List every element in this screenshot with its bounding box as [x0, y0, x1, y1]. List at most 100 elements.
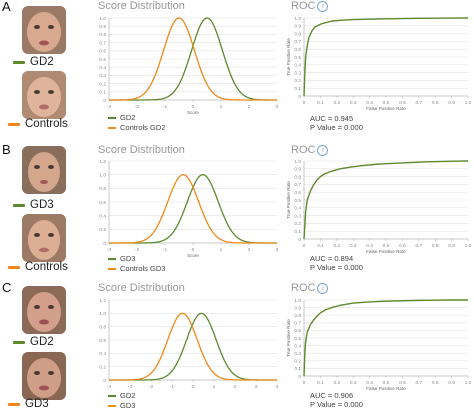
y-tick-label: 0.2: [99, 81, 106, 87]
face-image: [22, 146, 66, 194]
legend-item: GD2: [108, 391, 135, 400]
y-tick-label: 0.1: [294, 366, 301, 372]
y-tick-label: 0.1: [99, 90, 106, 96]
y-tick-label: 0.8: [294, 31, 301, 37]
x-tick-label: 3: [276, 104, 279, 110]
y-tick-label: 1.0: [99, 172, 106, 178]
y-tick-label: 0: [103, 241, 106, 247]
y-tick-label: 0.1: [294, 86, 301, 92]
dist-chart: 0 0.2 0.4 0.6 0.8 1.0 1.2 -4 -3 -2 -1 0 1 2 3 4: [99, 298, 278, 390]
x-tick-label: 0.9: [448, 243, 455, 249]
y-tick-label: 0.2: [294, 78, 301, 84]
face-image: [22, 352, 66, 400]
y-tick-label: 0.4: [99, 213, 106, 219]
legend-item: GD3: [108, 254, 135, 263]
y-tick-label: 1.0: [294, 159, 301, 165]
y-tick-label: 0.6: [99, 49, 106, 55]
x-tick-label: 0.6: [399, 380, 406, 386]
pvalue-text: P Value = 0.000: [310, 123, 363, 132]
y-axis-label: True Positive Rate: [286, 38, 291, 76]
x-tick-label: 0.8: [432, 100, 439, 106]
y-tick-label: 0.2: [99, 227, 106, 233]
x-tick-label: 3: [276, 247, 279, 253]
y-tick-label: 1.0: [294, 298, 301, 304]
y-tick-label: 0.8: [294, 174, 301, 180]
roc-title: ROC i: [291, 144, 329, 156]
group2-label: Controls: [25, 118, 68, 130]
y-tick-label: 0.2: [99, 364, 106, 370]
roc-curve: [303, 17, 469, 97]
y-tick-label: 1.2: [99, 159, 106, 165]
x-tick-label: 0.7: [415, 243, 422, 249]
x-tick-label: 0.8: [432, 380, 439, 386]
group1-legend: GD2: [13, 335, 54, 349]
x-tick-label: 0.2: [333, 100, 340, 106]
info-icon[interactable]: i: [317, 145, 329, 156]
x-tick-label: 0.6: [399, 243, 406, 249]
x-tick-label: -3: [128, 384, 133, 390]
x-tick-label: 1.0: [465, 243, 472, 249]
group1-swatch: [13, 203, 25, 207]
y-tick-label: 1.2: [99, 298, 106, 304]
x-tick-label: 0.2: [333, 243, 340, 249]
y-tick-label: 0.4: [294, 206, 301, 212]
roc-title-text: ROC: [291, 282, 316, 294]
y-tick-label: 1.0: [99, 311, 106, 317]
y-tick-label: 0.3: [294, 351, 301, 357]
group1-legend: GD3: [13, 198, 54, 212]
x-axis-label: Score: [187, 253, 199, 257]
y-tick-label: 0.2: [294, 359, 301, 365]
panel-label: B: [2, 142, 11, 157]
info-icon[interactable]: i: [317, 283, 329, 294]
y-tick-label: 0: [298, 374, 301, 380]
x-tick-label: 0: [303, 380, 306, 386]
y-tick-label: 0.7: [99, 40, 106, 46]
auc-text: AUC = 0.945: [310, 114, 354, 123]
y-tick-label: 0: [298, 94, 301, 100]
x-tick-label: 0.5: [383, 380, 390, 386]
group1-label: GD3: [30, 199, 54, 211]
y-tick-label: 0.8: [99, 32, 106, 38]
x-tick-label: 1.0: [465, 380, 472, 386]
y-tick-label: 0.6: [99, 338, 106, 344]
group2-label: Controls: [25, 261, 68, 273]
legend-label: GD2: [120, 113, 136, 122]
group2-legend: Controls: [8, 117, 68, 131]
y-tick-label: 0.9: [294, 24, 301, 30]
y-tick-label: 0.9: [294, 167, 301, 173]
legend-label: GD3: [120, 401, 136, 410]
group1-legend: GD2: [13, 55, 54, 69]
y-tick-label: 0.8: [99, 324, 106, 330]
x-tick-label: 0.9: [448, 380, 455, 386]
y-tick-label: 0: [103, 98, 106, 104]
x-tick-label: 0.4: [366, 243, 373, 249]
face-image: [22, 286, 66, 334]
x-tick-label: 0: [303, 243, 306, 249]
info-icon[interactable]: i: [317, 1, 329, 12]
roc-title: ROC i: [291, 282, 329, 294]
legend-item: Controls GD3: [108, 264, 165, 273]
x-tick-label: 1: [220, 104, 223, 110]
x-axis-label: False Positive Rate: [366, 106, 406, 111]
pvalue-text: P Value = 0.000: [310, 263, 363, 272]
y-tick-label: 0.7: [294, 39, 301, 45]
x-tick-label: 0.2: [333, 380, 340, 386]
legend-label: Controls GD3: [120, 264, 166, 273]
legend-item: GD3: [108, 401, 135, 410]
x-tick-label: 0: [192, 247, 195, 253]
roc-curve: [303, 299, 468, 377]
legend-swatch: [108, 404, 116, 407]
y-tick-label: 0.4: [294, 343, 301, 349]
legend-swatch: [108, 267, 116, 270]
legend-swatch: [108, 116, 116, 119]
x-tick-label: 0.5: [383, 243, 390, 249]
x-tick-label: -3: [107, 247, 112, 253]
panel-b: B GD3 Controls Score Distribution 0 0.2 0.…: [0, 137, 474, 274]
y-axis-label: True Positive Rate: [286, 181, 291, 219]
density-curve: [109, 17, 277, 101]
x-tick-label: 0.9: [448, 100, 455, 106]
y-tick-label: 0.9: [99, 24, 106, 30]
x-tick-label: -1: [163, 104, 168, 110]
pvalue-text: P Value = 0.000: [310, 400, 363, 409]
density-curve: [109, 174, 277, 244]
